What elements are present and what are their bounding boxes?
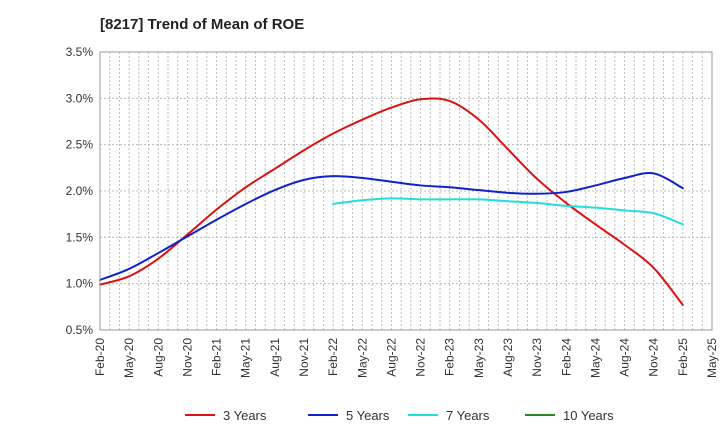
series-lines [99, 97, 684, 306]
x-tick-label: May-23 [472, 338, 486, 378]
x-tick-label: Feb-24 [559, 338, 573, 376]
x-tick-label: May-20 [122, 338, 136, 378]
series-line-7-years [332, 197, 684, 226]
legend-label: 3 Years [223, 408, 267, 423]
series-line-5-years [99, 172, 684, 281]
x-tick-label: Feb-23 [443, 338, 457, 376]
x-tick-label: May-24 [588, 338, 602, 378]
y-tick-label: 2.5% [66, 138, 94, 152]
x-axis-ticks: Feb-20 May-20 Aug-20 Nov-20 Feb-21 May-21 Aug-… [93, 338, 719, 378]
grid [99, 51, 713, 331]
legend: 3 Years 5 Years 7 Years 10 Years [185, 408, 614, 423]
x-tick-label: Nov-20 [180, 338, 194, 377]
x-tick-label: Nov-24 [647, 338, 661, 377]
y-tick-label: 1.0% [66, 277, 94, 291]
x-tick-label: Nov-23 [530, 338, 544, 377]
legend-item-7-years: 7 Years [408, 408, 490, 423]
x-tick-label: May-21 [239, 338, 253, 378]
y-tick-label: 3.5% [66, 45, 94, 59]
x-tick-label: Nov-22 [414, 338, 428, 377]
x-tick-label: Aug-22 [384, 338, 398, 377]
y-axis-ticks: 0.5% 1.0% 1.5% 2.0% 2.5% 3.0% 3.5% [66, 45, 94, 337]
y-tick-label: 0.5% [66, 323, 94, 337]
legend-label: 7 Years [446, 408, 490, 423]
legend-item-3-years: 3 Years [185, 408, 267, 423]
x-tick-label: Feb-25 [676, 338, 690, 376]
x-tick-label: Feb-21 [210, 338, 224, 376]
x-tick-label: Aug-20 [151, 338, 165, 377]
legend-item-5-years: 5 Years [308, 408, 390, 423]
x-tick-label: Aug-24 [618, 338, 632, 377]
plot-frame [99, 51, 713, 331]
x-tick-label: Feb-20 [93, 338, 107, 376]
x-tick-label: Nov-21 [297, 338, 311, 377]
y-tick-label: 3.0% [66, 91, 94, 105]
chart-title: [8217] Trend of Mean of ROE [100, 16, 304, 33]
series-line-3-years [99, 97, 684, 306]
legend-label: 10 Years [563, 408, 614, 423]
y-tick-label: 2.0% [66, 184, 94, 198]
x-tick-label: Aug-23 [501, 338, 515, 377]
x-tick-label: Feb-22 [326, 338, 340, 376]
x-tick-label: May-25 [705, 338, 719, 378]
legend-item-10-years: 10 Years [525, 408, 614, 423]
x-tick-label: Aug-21 [268, 338, 282, 377]
y-tick-label: 1.5% [66, 230, 94, 244]
x-tick-label: May-22 [355, 338, 369, 378]
legend-label: 5 Years [346, 408, 390, 423]
